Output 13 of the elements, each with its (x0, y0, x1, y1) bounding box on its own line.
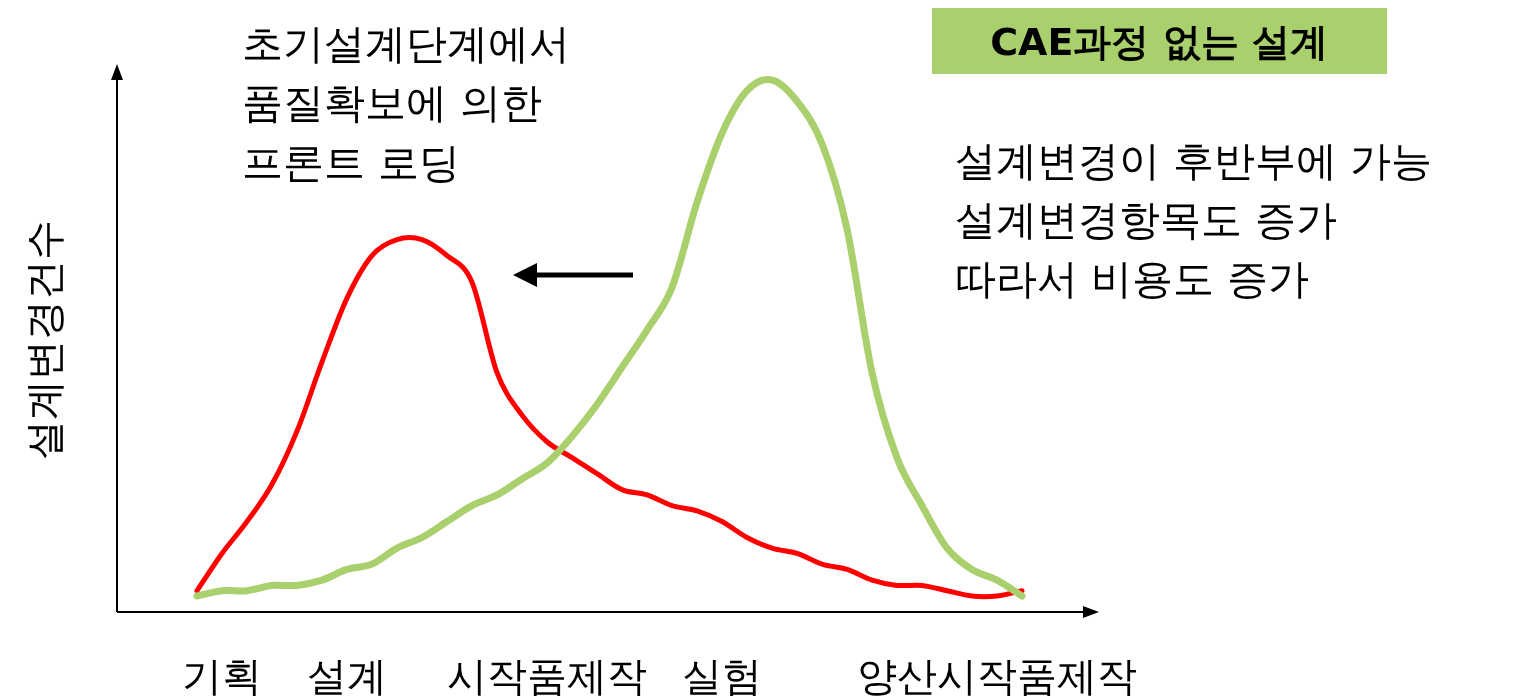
x-tick-label: 양산시작품제작 (857, 653, 1137, 696)
x-tick-label: 설계 (307, 653, 387, 696)
ylabel: 설계변경건수 (21, 220, 67, 460)
legend-item: CAE과정 없는 설계 (932, 8, 1387, 74)
x-tick-label: 시작품제작 (447, 653, 647, 696)
annotation: 설계변경항목도 증가 (955, 196, 1338, 244)
x-tick-label: 실험 (682, 653, 762, 696)
annotation: 프론트 로딩 (242, 139, 461, 187)
annotation: 따라서 비용도 증가 (955, 255, 1310, 303)
annotation: 품질확보에 의한 (242, 79, 543, 127)
x-tick-label: 기획 (182, 653, 262, 696)
annotation: 초기설계단계에서 (242, 20, 570, 68)
annotation: 설계변경이 후반부에 가능 (955, 137, 1433, 185)
